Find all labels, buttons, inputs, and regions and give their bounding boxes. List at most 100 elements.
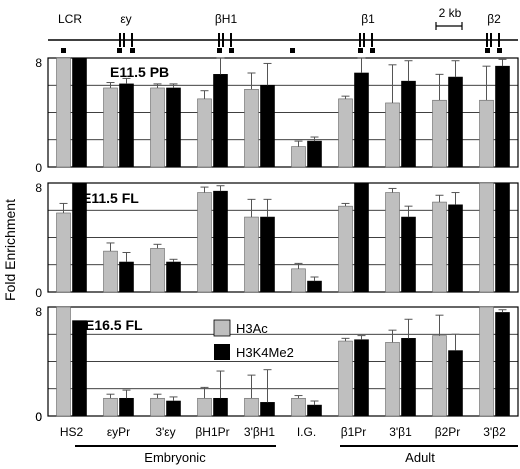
- bar-h3k4me2-3-y: [166, 87, 181, 168]
- gene-label-beta-h1: βH1: [215, 12, 238, 26]
- bar-h3k4me2-i-g: [307, 280, 322, 293]
- bar-h3ac-1pr: [338, 340, 353, 417]
- gene-label-beta-1: β1: [361, 12, 375, 26]
- gene-label-beta-2: β2: [487, 12, 501, 26]
- gene-exon-marks: [119, 33, 500, 47]
- y-tick-label-0: 0: [35, 286, 42, 300]
- category-label-5: I.G.: [297, 425, 316, 439]
- bar-h3k4me2-3-2: [495, 312, 510, 417]
- bar-h3k4me2-ypr: [119, 83, 134, 168]
- panel-title: E11.5 FL: [82, 190, 139, 206]
- legend-label-h3k4me2: H3K4Me2: [236, 345, 294, 360]
- bar-h3k4me2-ypr: [119, 397, 134, 417]
- gene-label-lcr: LCR: [58, 12, 82, 26]
- legend-swatch-h3ac: [213, 319, 231, 337]
- panel-title: E11.5 PB: [110, 64, 169, 80]
- bar-h3k4me2-3-1: [401, 216, 416, 293]
- category-label-4: 3'βH1: [244, 425, 276, 439]
- y-tick-label-8: 8: [35, 305, 42, 319]
- bar-h3k4me2-hs2: [72, 182, 87, 293]
- bar-h3k4me2-2pr: [448, 350, 463, 417]
- bar-h3ac-3-h1: [244, 216, 259, 293]
- bar-h3ac-2pr: [432, 201, 447, 293]
- category-label-3: βH1Pr: [195, 425, 229, 439]
- y-axis-label: Fold Enrichment: [2, 199, 18, 301]
- group-label-embryonic: Embryonic: [144, 450, 206, 465]
- y-tick-label-0: 0: [35, 410, 42, 424]
- bar-h3ac-hs2: [56, 57, 71, 168]
- bar-h3ac-2pr: [432, 335, 447, 417]
- panel-title: E16.5 FL: [85, 317, 143, 333]
- bar-h3ac-3-y: [150, 397, 165, 417]
- bar-h3ac-3-2: [479, 99, 494, 168]
- bar-h3ac-ypr: [103, 87, 118, 168]
- scale-bar-label: 2 kb: [439, 6, 462, 20]
- bar-h3k4me2-3-h1: [260, 84, 275, 168]
- bar-h3k4me2-hs2: [72, 57, 87, 168]
- panel-e16-5-fl: 0 8 E16.5 FL: [35, 305, 519, 424]
- bar-h3k4me2-h1pr: [213, 397, 228, 417]
- bar-h3k4me2-hs2: [72, 320, 87, 417]
- bar-h3k4me2-1pr: [354, 72, 369, 168]
- group-brackets: Embryonic Adult: [75, 445, 518, 465]
- y-tick-label-0: 0: [35, 161, 42, 175]
- bar-h3k4me2-i-g: [307, 140, 322, 168]
- panel-e11-5-fl: 0 8 E11.5 FL: [35, 181, 519, 300]
- bar-h3k4me2-3-2: [495, 182, 510, 293]
- bar-h3k4me2-2pr: [448, 76, 463, 168]
- category-label-8: β2Pr: [435, 425, 461, 439]
- bar-h3k4me2-ypr: [119, 261, 134, 293]
- y-tick-label-8: 8: [35, 181, 42, 195]
- x-axis-categories: 0 HS2 εyPr 3'εy βH1Pr 3'βH1 I.G. β1Pr 3'β1 β2Pr 3'…: [35, 410, 506, 439]
- chart-panels: 0 8 E11.5 PB 0 8 E11.5 FL 0 8 E16.5 FL: [35, 56, 519, 424]
- bar-h3ac-3-2: [479, 182, 494, 293]
- bar-h3ac-hs2: [56, 306, 71, 417]
- bar-h3k4me2-1pr: [354, 339, 369, 417]
- category-label-0: HS2: [60, 425, 84, 439]
- bar-h3k4me2-h1pr: [213, 74, 228, 168]
- primer-position-marks: [61, 48, 502, 53]
- bar-h3ac-3-1: [385, 102, 400, 168]
- category-label-2: 3'εy: [155, 425, 175, 439]
- x-axis-zero-label: 0: [35, 410, 42, 424]
- bar-h3ac-3-1: [385, 342, 400, 417]
- category-label-7: 3'β1: [389, 425, 412, 439]
- bar-h3ac-i-g: [291, 146, 306, 168]
- bar-h3ac-3-y: [150, 248, 165, 293]
- bar-h3ac-i-g: [291, 268, 306, 293]
- legend-label-h3ac: H3Ac: [236, 321, 268, 336]
- gene-map: LCR εy βH1 β1 2 kb β2: [48, 6, 518, 53]
- bar-h3ac-3-y: [150, 87, 165, 168]
- bar-h3ac-ypr: [103, 397, 118, 417]
- bar-h3ac-ypr: [103, 250, 118, 293]
- category-label-6: β1Pr: [341, 425, 367, 439]
- bar-h3ac-hs2: [56, 212, 71, 293]
- bar-h3k4me2-h1pr: [213, 190, 228, 293]
- bar-h3ac-h1pr: [197, 98, 212, 168]
- legend: H3Ac H3K4Me2: [213, 319, 294, 360]
- bar-h3k4me2-1pr: [354, 182, 369, 293]
- bar-h3k4me2-3-y: [166, 261, 181, 293]
- gene-label-epsilon-y: εy: [120, 12, 131, 26]
- panel-e11-5-pb: 0 8 E11.5 PB: [35, 56, 519, 175]
- bar-h3ac-1pr: [338, 205, 353, 293]
- bar-h3ac-h1pr: [197, 397, 212, 417]
- bar-h3k4me2-3-h1: [260, 402, 275, 417]
- bar-h3k4me2-3-2: [495, 65, 510, 168]
- bar-h3k4me2-i-g: [307, 404, 322, 417]
- bar-h3k4me2-3-h1: [260, 216, 275, 293]
- bar-h3k4me2-3-1: [401, 338, 416, 417]
- bar-h3ac-3-h1: [244, 89, 259, 168]
- legend-swatch-h3k4me2: [214, 344, 230, 360]
- scale-bar: [435, 22, 463, 30]
- bar-h3k4me2-3-y: [166, 400, 181, 417]
- bar-h3ac-3-1: [385, 192, 400, 293]
- bar-h3ac-h1pr: [197, 192, 212, 293]
- group-label-adult: Adult: [405, 450, 435, 465]
- bar-h3ac-3-2: [479, 306, 494, 417]
- category-label-9: 3'β2: [483, 425, 506, 439]
- bar-h3ac-1pr: [338, 98, 353, 168]
- bar-h3ac-2pr: [432, 99, 447, 168]
- category-label-1: εyPr: [107, 425, 130, 439]
